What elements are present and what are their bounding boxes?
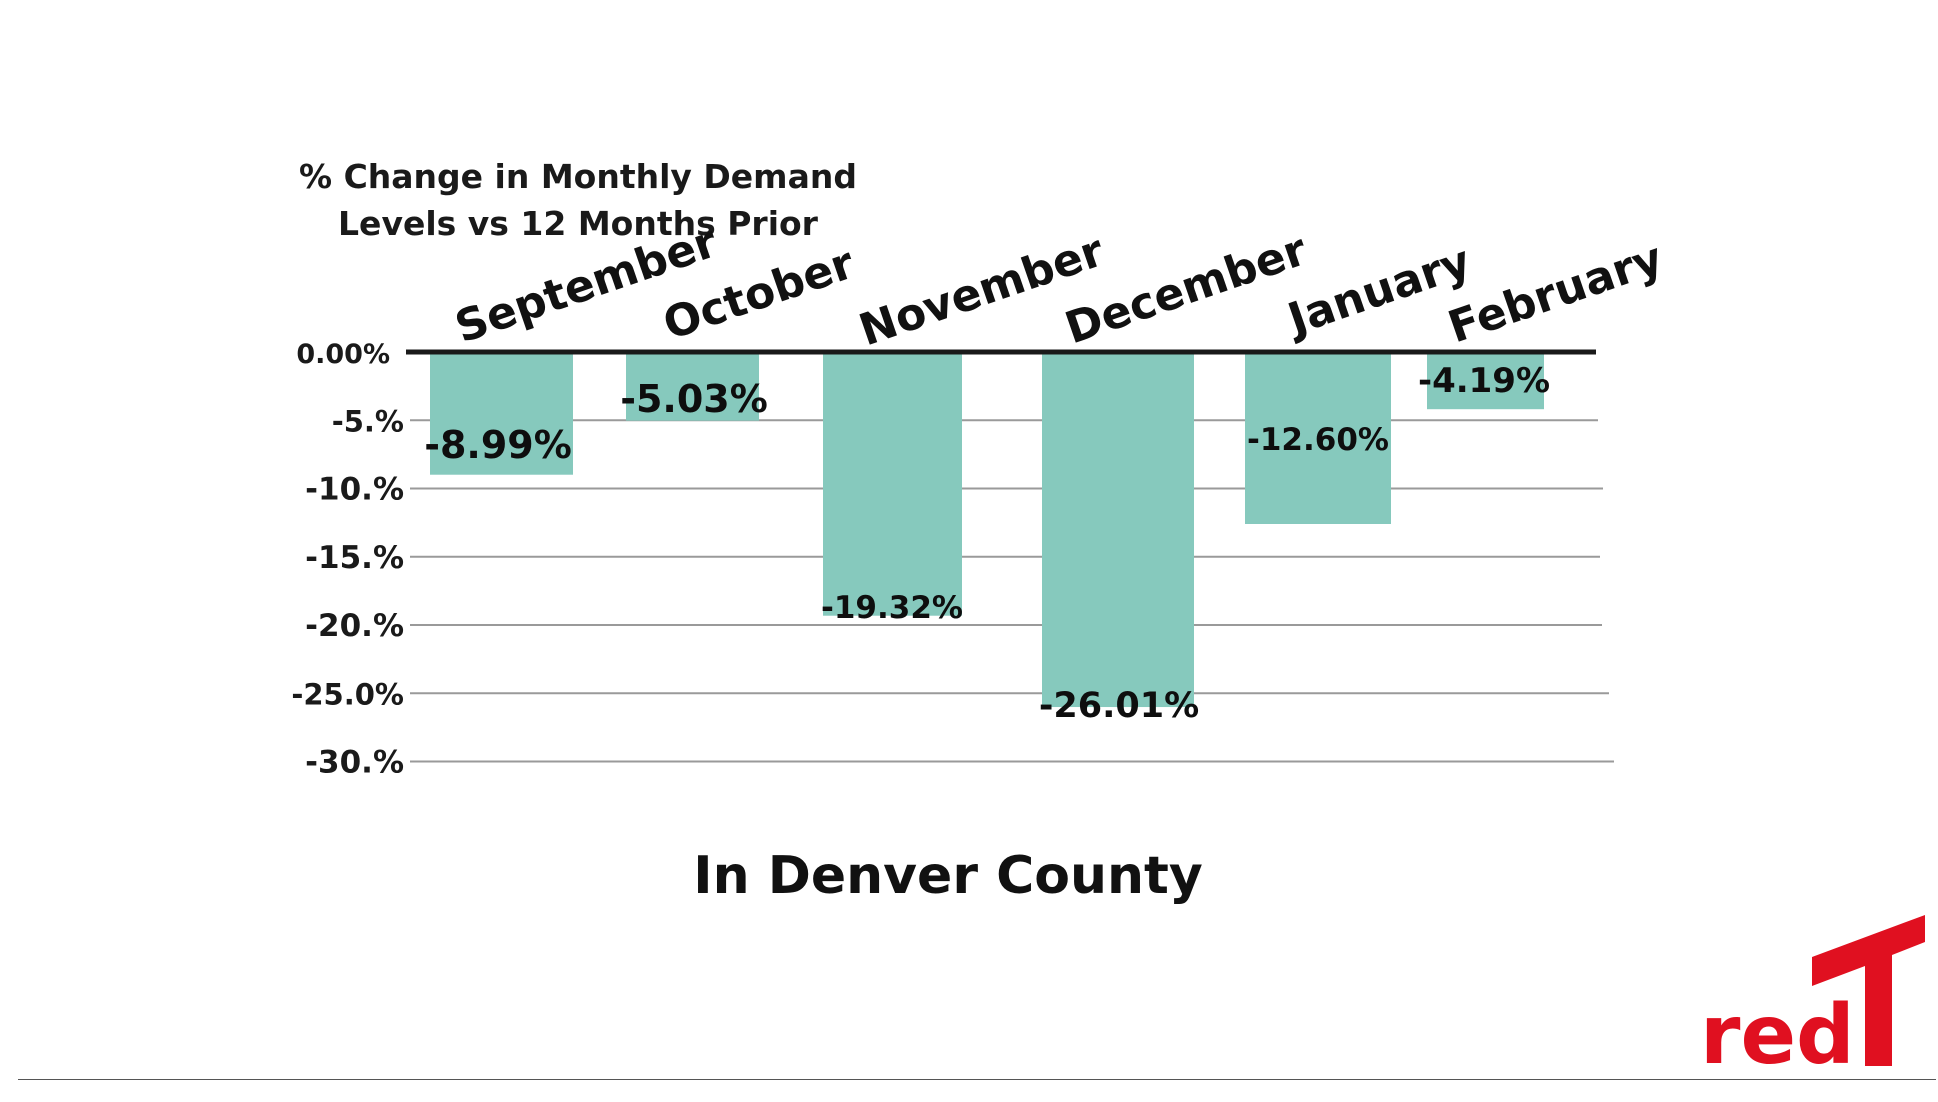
data-labels: -8.99% -5.03% -19.32% -26.01% -12.60% -4.19% — [424, 361, 1550, 726]
category-label: February — [1442, 233, 1669, 354]
y-axis-ticks: 0.00% -5.% -10.% -15.% -20.% -25.0% -30.% — [291, 339, 404, 781]
y-tick-label: -30.% — [305, 745, 404, 781]
y-tick-label: -25.0% — [291, 677, 404, 711]
bar — [430, 352, 573, 475]
y-tick-label: -15.% — [305, 540, 404, 576]
data-label: -26.01% — [1039, 686, 1199, 726]
bottom-divider — [18, 1079, 1936, 1080]
logo-t-shape — [1812, 915, 1925, 1066]
logo-text: red — [1700, 988, 1855, 1083]
chart-title-line-2: Levels vs 12 Months Prior — [338, 204, 819, 243]
data-label: -4.19% — [1418, 361, 1550, 401]
data-label: -5.03% — [620, 377, 768, 421]
chart-title-line-1: % Change in Monthly Demand — [299, 157, 857, 196]
bars — [430, 352, 1544, 708]
redt-logo: red — [1700, 915, 1925, 1083]
y-tick-label: -5.% — [332, 404, 404, 438]
bar — [823, 352, 962, 616]
data-label: -19.32% — [821, 590, 963, 626]
chart-title: % Change in Monthly Demand Levels vs 12 … — [299, 157, 857, 243]
gridlines — [410, 419, 1614, 763]
bar — [1427, 352, 1544, 410]
bar — [1042, 352, 1194, 708]
category-label: January — [1279, 236, 1477, 347]
data-label: -12.60% — [1247, 422, 1389, 458]
data-label: -8.99% — [424, 423, 572, 467]
bar — [1245, 352, 1391, 524]
y-tick-label: -20.% — [305, 608, 404, 644]
y-tick-label: -10.% — [305, 472, 404, 508]
bar — [626, 352, 759, 421]
y-tick-label: 0.00% — [296, 339, 390, 370]
chart-subtitle: In Denver County — [693, 846, 1203, 906]
